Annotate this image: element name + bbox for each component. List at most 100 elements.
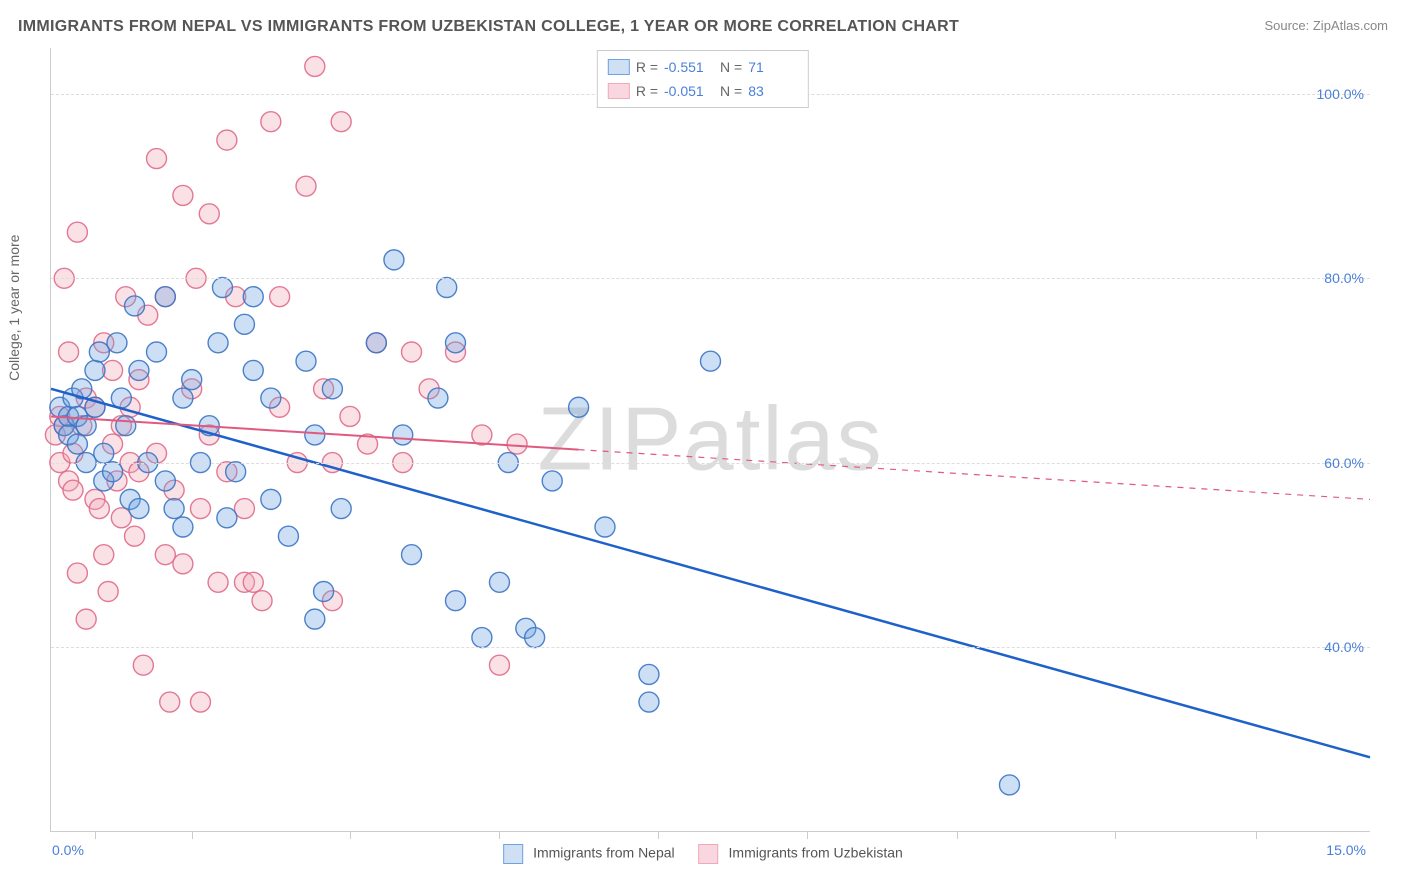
scatter-point: [261, 112, 281, 132]
scatter-point: [173, 554, 193, 574]
scatter-point: [701, 351, 721, 371]
scatter-point: [322, 379, 342, 399]
scatter-point: [428, 388, 448, 408]
scatter-point: [261, 388, 281, 408]
scatter-point: [402, 342, 422, 362]
scatter-point: [234, 314, 254, 334]
scatter-point: [217, 130, 237, 150]
n-label: N =: [720, 79, 742, 103]
y-axis-label: College, 1 year or more: [6, 235, 22, 381]
scatter-point: [111, 388, 131, 408]
scatter-point: [384, 250, 404, 270]
legend-swatch-nepal: [608, 59, 630, 75]
scatter-point: [639, 664, 659, 684]
scatter-point: [63, 480, 83, 500]
scatter-point: [270, 287, 290, 307]
scatter-point: [89, 499, 109, 519]
scatter-point: [305, 56, 325, 76]
y-tick-label: 100.0%: [1317, 86, 1364, 102]
scatter-point: [98, 581, 118, 601]
scatter-point: [243, 287, 263, 307]
scatter-point: [305, 425, 325, 445]
scatter-point: [393, 425, 413, 445]
scatter-point: [314, 581, 334, 601]
legend-item-uzbekistan: Immigrants from Uzbekistan: [699, 844, 903, 864]
scatter-point: [208, 572, 228, 592]
scatter-point: [182, 370, 202, 390]
scatter-point: [155, 545, 175, 565]
scatter-point: [208, 333, 228, 353]
scatter-point: [296, 351, 316, 371]
scatter-point: [305, 609, 325, 629]
scatter-point: [296, 176, 316, 196]
scatter-point: [173, 185, 193, 205]
scatter-point: [155, 471, 175, 491]
scatter-point: [116, 416, 136, 436]
scatter-point: [164, 499, 184, 519]
scatter-point: [507, 434, 527, 454]
scatter-point: [243, 360, 263, 380]
scatter-point: [94, 443, 114, 463]
scatter-point: [340, 406, 360, 426]
r-label: R =: [636, 55, 658, 79]
scatter-point: [147, 342, 167, 362]
scatter-point: [147, 149, 167, 169]
scatter-point: [125, 526, 145, 546]
plot-area: ZIPatlas: [50, 48, 1370, 832]
scatter-point: [331, 499, 351, 519]
r-value-nepal: -0.551: [664, 55, 714, 79]
scatter-point: [639, 692, 659, 712]
trend-line-extrapolated: [579, 450, 1370, 500]
scatter-point: [129, 360, 149, 380]
legend-label-uzbekistan: Immigrants from Uzbekistan: [729, 845, 903, 861]
scatter-point: [445, 591, 465, 611]
scatter-point: [125, 296, 145, 316]
scatter-point: [278, 526, 298, 546]
scatter-point: [94, 545, 114, 565]
scatter-point: [402, 545, 422, 565]
scatter-point: [212, 278, 232, 298]
legend-label-nepal: Immigrants from Nepal: [533, 845, 675, 861]
scatter-point: [437, 278, 457, 298]
scatter-point: [103, 462, 123, 482]
scatter-point: [173, 517, 193, 537]
source-attribution: Source: ZipAtlas.com: [1264, 18, 1388, 33]
scatter-point: [107, 333, 127, 353]
scatter-point: [190, 499, 210, 519]
scatter-point: [217, 508, 237, 528]
legend-swatch-uzbekistan: [608, 83, 630, 99]
y-tick-label: 80.0%: [1324, 270, 1364, 286]
scatter-point: [569, 397, 589, 417]
scatter-point: [525, 628, 545, 648]
scatter-point: [67, 563, 87, 583]
scatter-point: [472, 628, 492, 648]
scatter-point: [85, 360, 105, 380]
scatter-point: [111, 508, 131, 528]
scatter-point: [173, 388, 193, 408]
r-value-uzbekistan: -0.051: [664, 79, 714, 103]
legend-item-nepal: Immigrants from Nepal: [503, 844, 674, 864]
scatter-svg: [51, 48, 1370, 831]
legend-row-nepal: R = -0.551 N = 71: [608, 55, 798, 79]
n-value-uzbekistan: 83: [748, 79, 798, 103]
legend-row-uzbekistan: R = -0.051 N = 83: [608, 79, 798, 103]
scatter-point: [190, 692, 210, 712]
scatter-point: [542, 471, 562, 491]
scatter-point: [331, 112, 351, 132]
series-legend: Immigrants from Nepal Immigrants from Uz…: [503, 844, 903, 864]
scatter-point: [155, 287, 175, 307]
n-label: N =: [720, 55, 742, 79]
correlation-chart: IMMIGRANTS FROM NEPAL VS IMMIGRANTS FROM…: [0, 0, 1406, 892]
scatter-point: [226, 462, 246, 482]
scatter-point: [89, 342, 109, 362]
scatter-point: [243, 572, 263, 592]
correlation-legend: R = -0.551 N = 71 R = -0.051 N = 83: [597, 50, 809, 108]
y-tick-label: 40.0%: [1324, 639, 1364, 655]
legend-swatch-uzbekistan-bottom: [699, 844, 719, 864]
scatter-point: [59, 342, 79, 362]
scatter-point: [261, 489, 281, 509]
n-value-nepal: 71: [748, 55, 798, 79]
y-tick-label: 60.0%: [1324, 455, 1364, 471]
scatter-point: [445, 333, 465, 353]
scatter-point: [595, 517, 615, 537]
